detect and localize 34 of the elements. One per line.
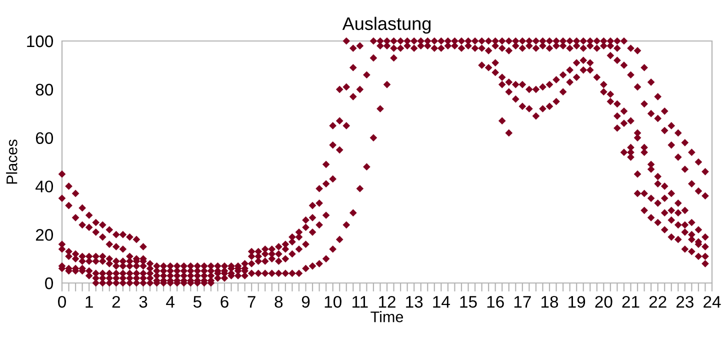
x-tick-label: 7 [248, 296, 256, 308]
x-tick-label: 19 [568, 296, 586, 308]
x-tick-label: 17 [514, 296, 531, 308]
x-tick-label: 1 [86, 296, 93, 308]
x-tick-label: 20 [595, 296, 612, 308]
x-tick-label: 11 [352, 296, 368, 308]
x-tick-label: 8 [274, 296, 283, 308]
x-tick-label: 9 [302, 296, 310, 308]
y-tick-label: 60 [36, 132, 54, 144]
y-tick-label: 40 [36, 180, 54, 192]
x-tick-label: 23 [676, 296, 694, 308]
x-tick-label: 6 [220, 296, 228, 308]
y-tick-label: 100 [27, 35, 54, 48]
y-tick-label: 20 [36, 229, 54, 241]
x-tick-label: 13 [406, 296, 423, 308]
x-tick-label: 24 [704, 296, 721, 308]
x-tick-label: 10 [324, 296, 342, 308]
x-tick-label: 21 [622, 296, 640, 308]
x-tick-label: 0 [58, 296, 66, 308]
x-tick-label: 5 [193, 296, 202, 308]
x-tick-label: 22 [649, 296, 666, 308]
x-tick-label: 14 [433, 296, 450, 308]
x-tick-label: 16 [487, 296, 504, 308]
x-axis-title: Time [370, 311, 404, 322]
x-tick-label: 18 [542, 296, 558, 308]
x-tick-label: 2 [112, 296, 120, 308]
chart-title: Auslastung [342, 16, 431, 34]
y-axis-title: Places [6, 140, 18, 184]
x-tick-label: 12 [379, 296, 396, 308]
x-tick-label: 3 [139, 296, 148, 308]
y-tick-label: 80 [36, 84, 54, 96]
x-tick-label: 15 [460, 296, 477, 308]
y-tick-label: 0 [45, 277, 54, 290]
x-tick-label: 4 [166, 296, 174, 308]
